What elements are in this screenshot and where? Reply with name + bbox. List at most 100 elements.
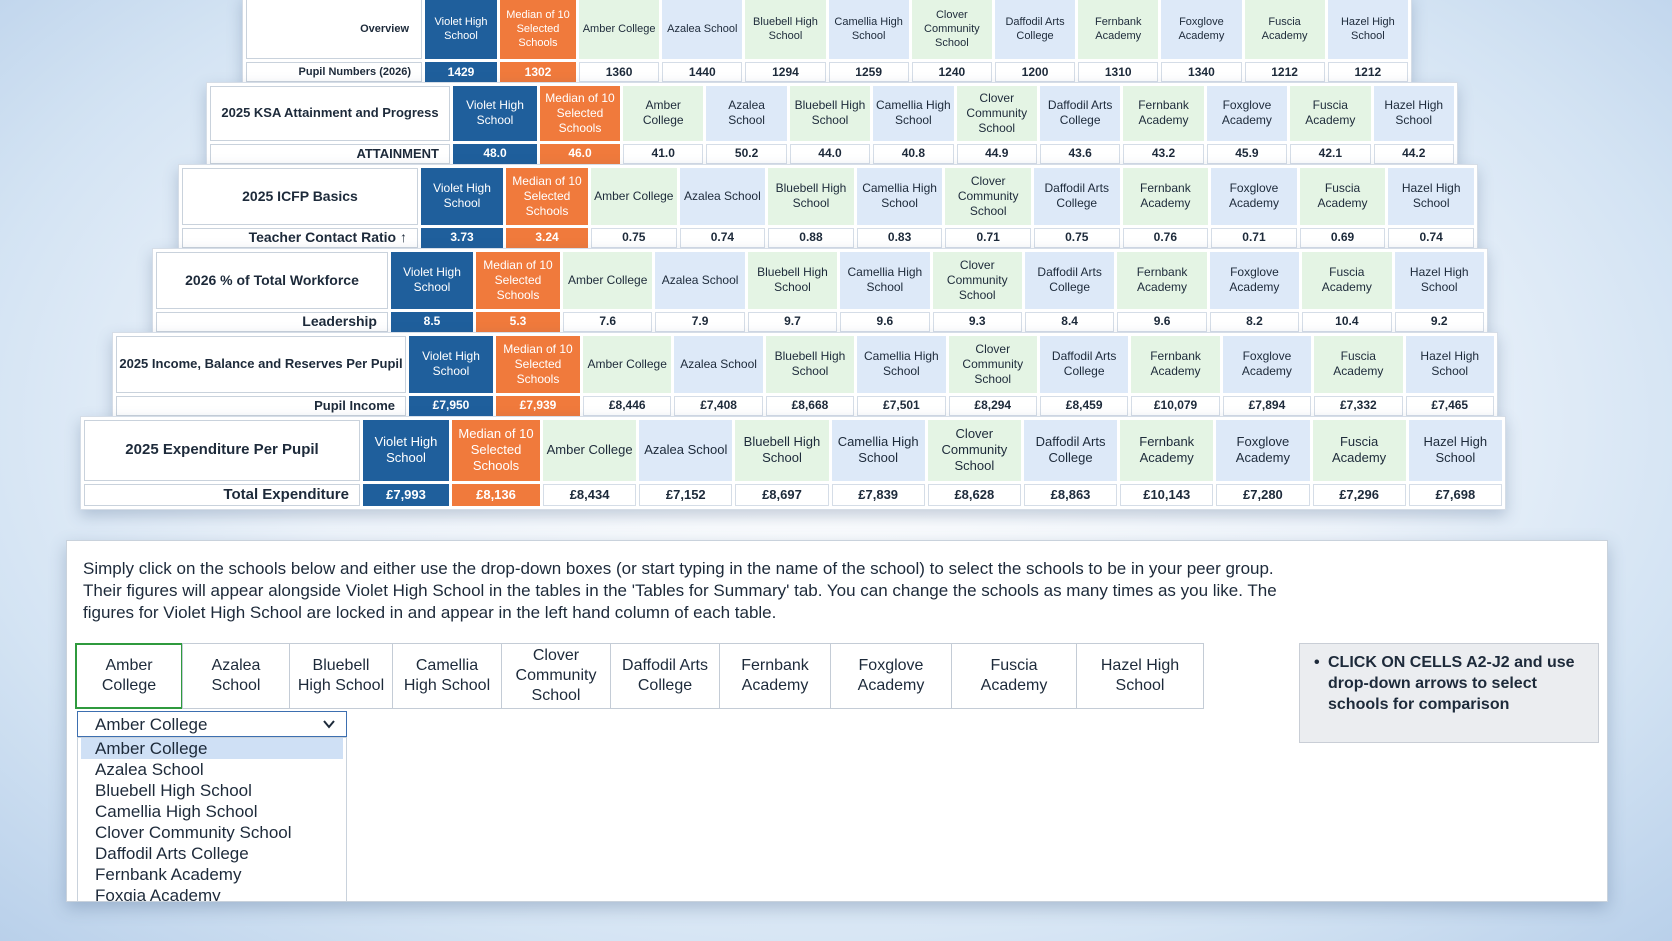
school-value: 9.6 bbox=[1117, 311, 1207, 332]
school-value: £7,152 bbox=[639, 483, 733, 506]
school-header: Camellia High School bbox=[828, 0, 909, 59]
school-header: Camellia High School bbox=[856, 168, 943, 225]
dropdown-option[interactable]: Foxgia Academy bbox=[95, 886, 221, 901]
school-value: 42.1 bbox=[1290, 143, 1371, 164]
violet-high-header: Violet High School bbox=[421, 168, 503, 225]
median-value: £8,136 bbox=[452, 483, 540, 506]
table-title: Overview bbox=[246, 0, 422, 59]
school-value: £7,408 bbox=[674, 395, 763, 416]
school-header: Daffodil Arts College bbox=[1024, 252, 1115, 309]
school-header: Bluebell High School bbox=[789, 86, 871, 141]
school-value: 1440 bbox=[662, 62, 743, 82]
selector-cell-4[interactable]: Camellia High School bbox=[392, 643, 502, 709]
school-value: 1240 bbox=[911, 62, 992, 82]
school-header: Foxglove Academy bbox=[1222, 336, 1312, 393]
school-header: Fuscia Academy bbox=[1290, 86, 1371, 141]
school-value: 1294 bbox=[745, 62, 826, 82]
school-value: £7,839 bbox=[831, 483, 925, 506]
dropdown-options-list: Amber College Azalea School Bluebell High … bbox=[77, 737, 347, 901]
hint-text: CLICK ON CELLS A2-J2 and use drop-down a… bbox=[1328, 654, 1575, 713]
dropdown-value: Amber College bbox=[95, 715, 208, 734]
violet-high-value: 8.5 bbox=[391, 311, 473, 332]
selector-cell-1[interactable]: Amber College bbox=[75, 643, 183, 709]
dropdown-option[interactable]: Azalea School bbox=[95, 760, 204, 779]
peer-selection-panel: Simply click on the schools below and ei… bbox=[66, 540, 1608, 902]
comparison-table-3: 2025 ICFP Basics Violet High School Median… bbox=[178, 164, 1478, 252]
school-header: Amber College bbox=[591, 168, 677, 225]
median-header: Median of 10 Selected Schools bbox=[452, 420, 540, 481]
school-header: Azalea School bbox=[674, 336, 763, 393]
selector-cell-6[interactable]: Daffodil Arts College bbox=[610, 643, 720, 709]
instructions-text: Simply click on the schools below and ei… bbox=[83, 559, 1277, 622]
selector-cell-10[interactable]: Hazel High School bbox=[1076, 643, 1204, 709]
school-header: Amber College bbox=[623, 86, 704, 141]
school-value: £7,501 bbox=[857, 395, 946, 416]
school-header: Daffodil Arts College bbox=[994, 0, 1076, 59]
school-value: 0.71 bbox=[945, 227, 1031, 248]
school-value: 10.4 bbox=[1302, 311, 1392, 332]
school-header: Hazel High School bbox=[1388, 168, 1474, 225]
comparison-table-5: 2025 Income, Balance and Reserves Per Pu… bbox=[112, 332, 1498, 420]
school-value: £7,296 bbox=[1312, 483, 1406, 506]
school-value: 0.83 bbox=[856, 227, 943, 248]
comparison-table-4: 2026 % of Total Workforce Violet High Sch… bbox=[152, 248, 1488, 336]
comparison-table-1: Overview Violet High School Median of 10 S… bbox=[242, 0, 1412, 86]
school-value: 9.7 bbox=[747, 311, 838, 332]
school-header: Hazel High School bbox=[1373, 86, 1454, 141]
school-value: 0.88 bbox=[768, 227, 854, 248]
school-value: 0.71 bbox=[1211, 227, 1297, 248]
school-header: Amber College bbox=[543, 420, 637, 481]
dropdown-option[interactable]: Fernbank Academy bbox=[95, 865, 242, 884]
school-value: 43.2 bbox=[1123, 143, 1204, 164]
school-selector-row: Amber College Azalea School Bluebell High … bbox=[75, 643, 1204, 709]
school-value: £8,697 bbox=[735, 483, 829, 506]
school-value: £8,863 bbox=[1023, 483, 1118, 506]
school-header: Foxglove Academy bbox=[1211, 168, 1297, 225]
school-value: 40.8 bbox=[873, 143, 954, 164]
school-header: Foxglove Academy bbox=[1206, 86, 1288, 141]
school-header: Amber College bbox=[563, 252, 653, 309]
school-header: Clover Community School bbox=[956, 86, 1037, 141]
school-header: Amber College bbox=[579, 0, 660, 59]
school-value: £7,894 bbox=[1222, 395, 1312, 416]
school-header: Daffodil Arts College bbox=[1039, 86, 1121, 141]
school-value: £8,628 bbox=[927, 483, 1021, 506]
school-header: Azalea School bbox=[639, 420, 733, 481]
bullet: • bbox=[1314, 654, 1320, 671]
school-header: Camellia High School bbox=[831, 420, 925, 481]
school-header: Camellia High School bbox=[857, 336, 946, 393]
dropdown-option[interactable]: Amber College bbox=[81, 738, 343, 759]
school-value: 1259 bbox=[828, 62, 909, 82]
median-header: Median of 10 Selected Schools bbox=[506, 168, 588, 225]
school-header: Fernbank Academy bbox=[1078, 0, 1159, 59]
school-value: £10,079 bbox=[1131, 395, 1220, 416]
selector-cell-5[interactable]: Clover Community School bbox=[501, 643, 611, 709]
dropdown-option[interactable]: Clover Community School bbox=[95, 823, 292, 842]
dropdown-option[interactable]: Daffodil Arts College bbox=[95, 844, 249, 863]
dropdown-option[interactable]: Bluebell High School bbox=[95, 781, 252, 800]
median-header: Median of 10 Selected Schools bbox=[540, 86, 620, 141]
school-header: Fuscia Academy bbox=[1302, 252, 1392, 309]
school-header: Daffodil Arts College bbox=[1023, 420, 1118, 481]
school-header: Hazel High School bbox=[1405, 336, 1494, 393]
selector-cell-9[interactable]: Fuscia Academy bbox=[951, 643, 1077, 709]
school-value: 0.76 bbox=[1122, 227, 1209, 248]
school-header: Foxglove Academy bbox=[1209, 252, 1300, 309]
selector-cell-2[interactable]: Azalea School bbox=[182, 643, 290, 709]
violet-high-value: 3.73 bbox=[421, 227, 503, 248]
school-header: Bluebell High School bbox=[768, 168, 854, 225]
school-header: Clover Community School bbox=[932, 252, 1022, 309]
selector-cell-8[interactable]: Foxglove Academy bbox=[830, 643, 952, 709]
school-value: £7,332 bbox=[1314, 395, 1403, 416]
school-value: £8,446 bbox=[583, 395, 672, 416]
selector-cell-3[interactable]: Bluebell High School bbox=[289, 643, 393, 709]
school-dropdown[interactable]: Amber College bbox=[77, 711, 347, 737]
selector-cell-7[interactable]: Fernbank Academy bbox=[719, 643, 831, 709]
school-header: Amber College bbox=[583, 336, 672, 393]
school-header: Azalea School bbox=[655, 252, 745, 309]
dropdown-option[interactable]: Camellia High School bbox=[95, 802, 258, 821]
chevron-down-icon[interactable] bbox=[322, 717, 336, 731]
table-title: 2025 Income, Balance and Reserves Per Pu… bbox=[116, 336, 406, 393]
table-title: 2026 % of Total Workforce bbox=[156, 252, 388, 309]
school-header: Azalea School bbox=[662, 0, 743, 59]
